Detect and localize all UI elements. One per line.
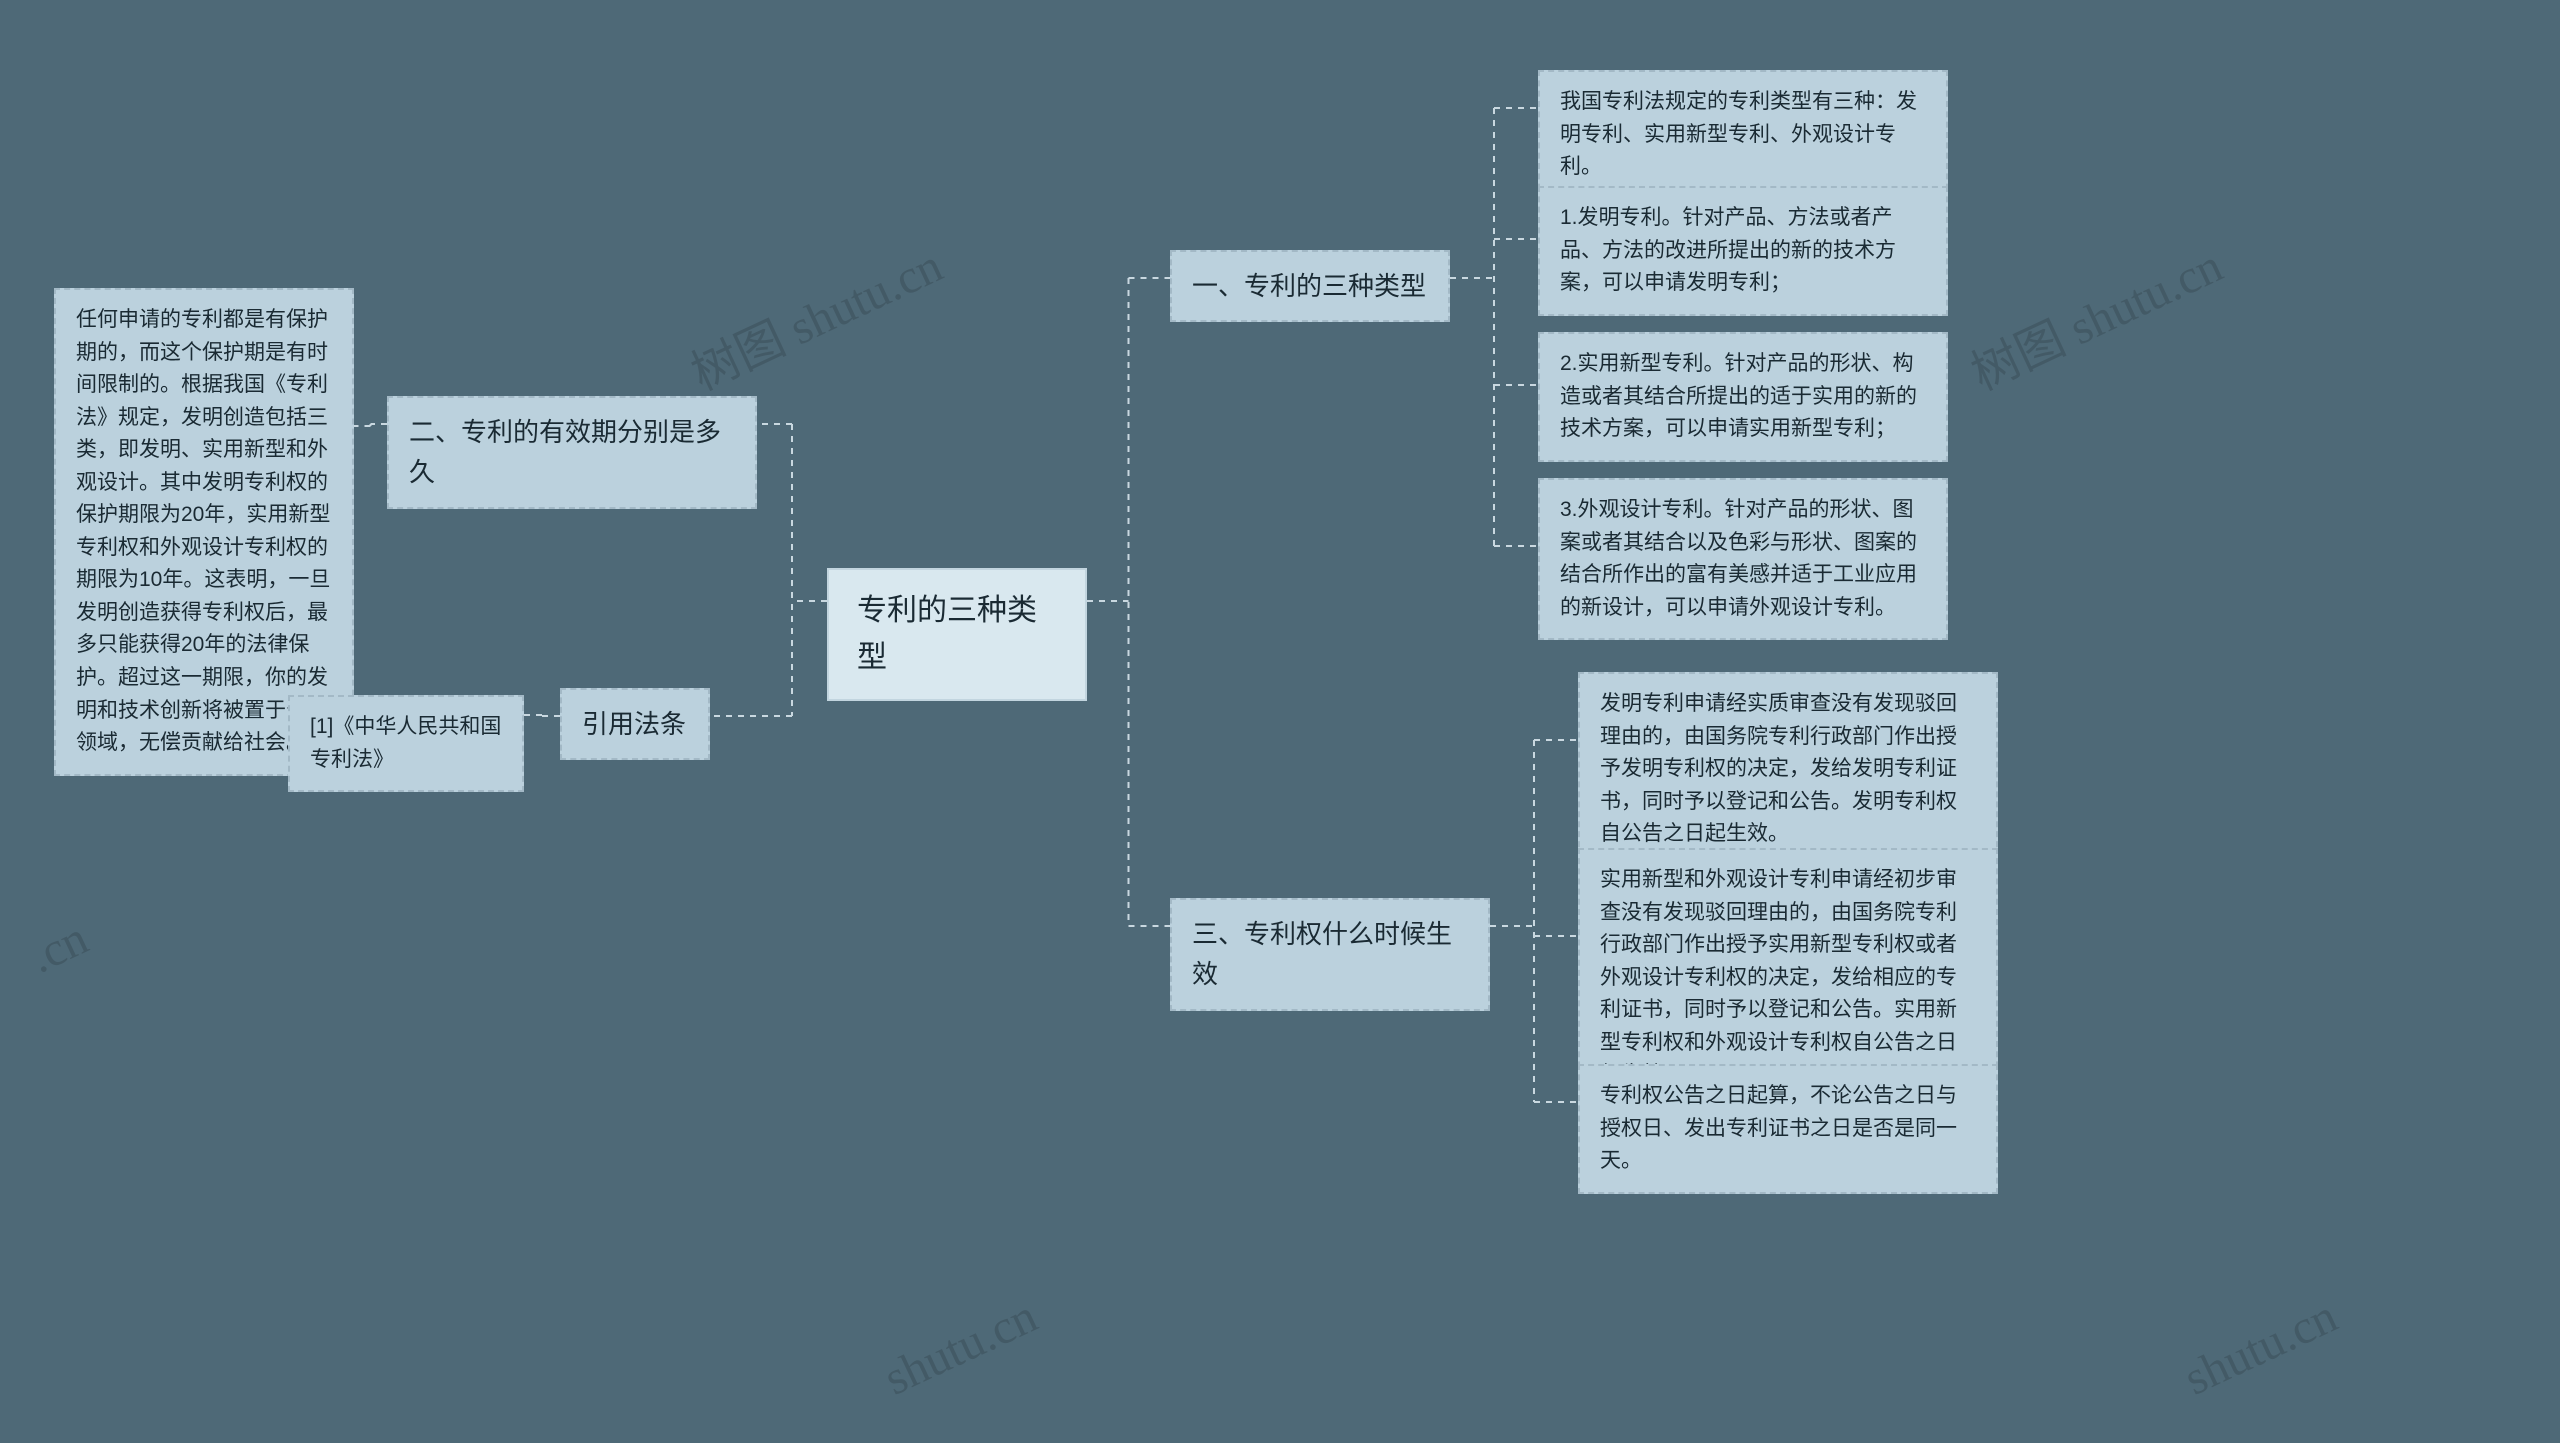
- branch-node: 一、专利的三种类型: [1170, 250, 1450, 322]
- watermark: .cn: [21, 910, 96, 984]
- watermark: shutu.cn: [2176, 1288, 2345, 1406]
- center-node: 专利的三种类型: [827, 568, 1087, 701]
- leaf-node: 3.外观设计专利。针对产品的形状、图案或者其结合以及色彩与形状、图案的结合所作出…: [1538, 478, 1948, 640]
- center-label: 专利的三种类型: [857, 594, 1037, 674]
- branch-node: 引用法条: [560, 688, 710, 760]
- leaf-node: 发明专利申请经实质审查没有发现驳回理由的，由国务院专利行政部门作出授予发明专利权…: [1578, 672, 1998, 867]
- watermark: shutu.cn: [876, 1288, 1045, 1406]
- leaf-node: 我国专利法规定的专利类型有三种：发明专利、实用新型专利、外观设计专利。: [1538, 70, 1948, 200]
- branch-node: 三、专利权什么时候生效: [1170, 898, 1490, 1011]
- watermark: 树图 shutu.cn: [678, 226, 952, 403]
- watermark: 树图 shutu.cn: [1958, 226, 2232, 403]
- leaf-node: 1.发明专利。针对产品、方法或者产品、方法的改进所提出的新的技术方案，可以申请发…: [1538, 186, 1948, 316]
- leaf-node: [1]《中华人民共和国专利法》: [288, 695, 524, 792]
- leaf-node: 专利权公告之日起算，不论公告之日与授权日、发出专利证书之日是否是同一天。: [1578, 1064, 1998, 1194]
- leaf-node: 2.实用新型专利。针对产品的形状、构造或者其结合所提出的适于实用的新的技术方案，…: [1538, 332, 1948, 462]
- branch-node: 二、专利的有效期分别是多久: [387, 396, 757, 509]
